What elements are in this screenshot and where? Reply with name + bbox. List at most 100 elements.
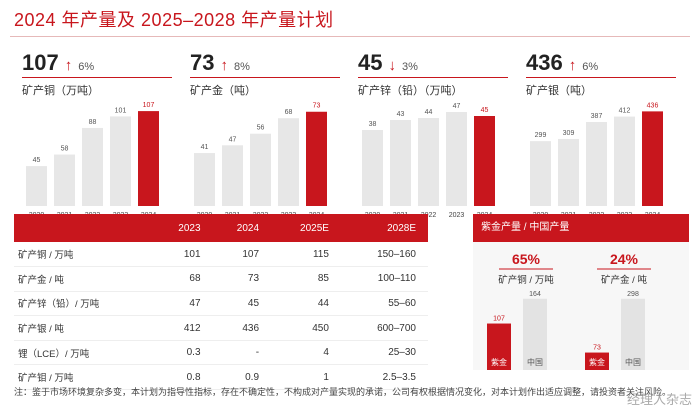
silver-arrow-icon: ↑	[568, 57, 577, 74]
table-cell: 44	[271, 291, 341, 317]
silver-label: 矿产银（吨）	[526, 85, 592, 97]
bar-value-label: 56	[257, 125, 265, 132]
table-row: 矿产铜 / 万吨 101 107 115 150–160	[14, 242, 428, 268]
card-divider	[190, 77, 340, 78]
table-row: 矿产金 / 吨 68 73 85 100–110	[14, 266, 428, 292]
bar	[138, 111, 159, 206]
bar	[306, 111, 327, 206]
zijin-value-label: 107	[493, 316, 505, 323]
table-cell: 4	[271, 340, 341, 366]
bar-value-label: 68	[285, 109, 293, 116]
table-cell: 矿产金 / 吨	[14, 266, 154, 292]
table-cell: 85	[271, 266, 341, 292]
zinc-label: 矿产锌（铅）（万吨）	[358, 85, 463, 97]
zinc-card: 45 ↓ 3% 矿产锌（铅）（万吨） 382020432021442022472…	[358, 44, 520, 219]
table-cell: 锂（LCE）/ 万吨	[14, 340, 154, 366]
table-header-row: 2023 2024 2025E 2028E	[14, 214, 428, 242]
card-divider	[358, 77, 508, 78]
bar-value-label: 45	[481, 107, 489, 114]
disclaimer-note: 注：鉴于市场环境复杂多变，本计划为指导性指标，存在不确定性，不构成对产量实现的承…	[14, 387, 672, 397]
bar	[26, 166, 47, 206]
bar	[418, 118, 439, 206]
table-cell: 100–110	[340, 266, 428, 292]
bar-value-label: 436	[647, 102, 659, 109]
bar-value-label: 88	[89, 119, 97, 126]
copper-card: 107 ↑ 6% 矿产铜（万吨） 45202058202188202210120…	[22, 44, 184, 219]
table-row: 矿产银 / 吨 412 436 450 600–700	[14, 315, 428, 341]
table-cell: 73	[212, 266, 272, 292]
table-cell: 1	[271, 364, 341, 391]
gold-label: 矿产金（吨）	[190, 85, 256, 97]
table-header: 2023	[154, 214, 213, 242]
title-divider	[10, 36, 690, 37]
production-plan-table: 2023 2024 2025E 2028E 矿产铜 / 万吨 101 107 1…	[14, 214, 428, 391]
bar-value-label: 412	[619, 108, 631, 115]
bar-value-label: 41	[201, 144, 209, 151]
china-value-label: 298	[627, 291, 639, 298]
bar	[194, 153, 215, 206]
table-cell: 25–30	[340, 340, 428, 366]
bar-value-label: 47	[453, 103, 461, 110]
zijin-value-label: 73	[593, 345, 601, 352]
table-row: 锂（LCE）/ 万吨 0.3 - 4 25–30	[14, 340, 428, 366]
table-header: 2024	[212, 214, 272, 242]
zinc-change: 3%	[401, 61, 418, 73]
page-title: 2024 年产量及 2025–2028 年产量计划	[14, 10, 334, 30]
zinc-value: 45	[358, 50, 383, 75]
bar-value-label: 44	[425, 109, 433, 116]
gold-value: 73	[190, 50, 215, 75]
bar-value-label: 58	[61, 146, 69, 153]
silver-card: 436 ↑ 6% 矿产银（吨） 299202030920213872022412…	[526, 44, 688, 219]
china-bar-label: 中国	[625, 357, 641, 367]
table-cell: 68	[154, 266, 213, 292]
table-cell: -	[212, 340, 272, 366]
bar	[54, 154, 75, 206]
zijin-bar-label: 紫金	[589, 357, 605, 367]
bar	[250, 133, 271, 206]
table-header: 2025E	[271, 214, 341, 242]
table-cell: 0.8	[154, 364, 213, 391]
table-cell: 0.3	[154, 340, 213, 366]
bar-value-label: 47	[229, 136, 237, 143]
share-comparison-panel: 紫金产量 / 中国产量 65% 矿产铜 / 万吨 107 紫金 164 中国 24% 矿产金 …	[473, 214, 689, 370]
zinc-arrow-icon: ↓	[388, 57, 396, 74]
card-divider	[526, 77, 676, 78]
bar	[642, 111, 663, 206]
bar	[586, 122, 607, 206]
bar-value-label: 309	[563, 130, 575, 137]
table-header: 2028E	[340, 214, 428, 242]
china-bar	[621, 298, 645, 370]
share-header: 紫金产量 / 中国产量	[473, 214, 689, 242]
share-bar-chart: 65% 矿产铜 / 万吨 107 紫金 164 中国 24% 矿产金 / 吨 73 紫金 298 中国	[487, 251, 651, 370]
bar-value-label: 387	[591, 113, 603, 120]
copper-bar-chart: 45202058202188202210120231072024	[26, 102, 159, 219]
silver-change: 6%	[582, 61, 599, 73]
bar	[390, 120, 411, 206]
watermark: 经理人杂志	[626, 392, 692, 407]
share-metal-label: 矿产金 / 吨	[601, 274, 647, 286]
table-cell: 47	[154, 291, 213, 317]
share-metal-label: 矿产铜 / 万吨	[498, 274, 554, 286]
table-cell: 150–160	[340, 242, 428, 268]
table-cell: 412	[154, 315, 213, 341]
table-header	[14, 214, 154, 242]
table-cell: 107	[212, 242, 272, 268]
zijin-bar	[487, 323, 511, 370]
share-percent: 65%	[512, 251, 541, 267]
table-cell: 450	[271, 315, 341, 341]
copper-arrow-icon: ↑	[64, 57, 73, 74]
bar	[474, 116, 495, 206]
table-cell: 矿产钼 / 万吨	[14, 364, 154, 391]
silver-bar-chart: 29920203092021387202241220234362024	[530, 102, 663, 219]
gold-card: 73 ↑ 8% 矿产金（吨） 4120204720215620226820237…	[190, 44, 352, 219]
bar-value-label: 101	[115, 107, 127, 114]
bar	[558, 138, 579, 206]
table-cell: 矿产铜 / 万吨	[14, 242, 154, 268]
table-cell: 45	[212, 291, 272, 317]
bar	[362, 130, 383, 206]
gold-bar-chart: 412020472021562022682023732024	[194, 103, 327, 219]
share-percent: 24%	[610, 251, 639, 267]
bar	[278, 118, 299, 206]
gold-change: 8%	[233, 61, 250, 73]
zinc-bar-chart: 382020432021442022472023452024	[362, 103, 495, 219]
